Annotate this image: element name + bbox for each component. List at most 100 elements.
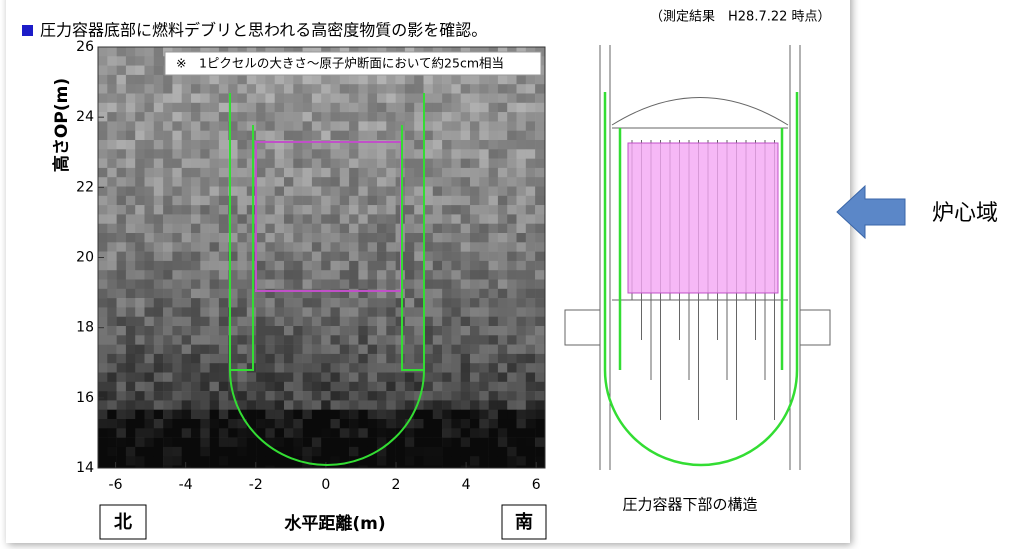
heat-cell xyxy=(442,353,452,364)
heat-cell xyxy=(367,316,378,327)
heat-cell xyxy=(172,344,182,355)
heat-cell xyxy=(321,84,331,94)
heat-cell xyxy=(246,177,257,187)
heat-cell xyxy=(414,419,424,429)
heat-cell xyxy=(535,158,545,169)
heat-cell xyxy=(535,195,545,206)
heat-cell xyxy=(507,260,517,271)
heat-cell xyxy=(246,363,257,373)
heat-cell xyxy=(209,363,220,373)
heat-cell xyxy=(302,353,313,364)
heat-cell xyxy=(442,93,452,104)
heat-cell xyxy=(367,326,378,336)
heat-cell xyxy=(339,372,350,383)
heat-cell xyxy=(451,121,461,131)
heat-cell xyxy=(339,167,350,178)
heat-cell xyxy=(256,242,266,252)
heat-cell xyxy=(135,326,145,336)
heat-cell xyxy=(479,288,489,299)
heat-cell xyxy=(302,428,313,438)
heat-cell xyxy=(265,74,275,85)
heat-cell xyxy=(144,372,155,383)
heat-cell xyxy=(135,121,145,131)
heat-cell xyxy=(507,400,517,410)
heat-cell xyxy=(367,214,378,224)
heat-cell xyxy=(479,363,489,373)
heat-cell xyxy=(293,260,303,271)
heat-cell xyxy=(470,205,480,215)
heat-cell xyxy=(414,446,424,457)
heat-cell xyxy=(163,186,173,197)
heat-cell xyxy=(367,177,378,187)
heat-cell xyxy=(107,167,117,178)
heat-cell xyxy=(116,372,127,383)
heat-cell xyxy=(237,158,248,169)
heat-cell xyxy=(237,428,248,438)
heat-cell xyxy=(367,363,378,373)
heat-cell xyxy=(256,84,266,94)
heat-cell xyxy=(311,446,322,457)
heat-cell xyxy=(535,437,545,448)
heat-cell xyxy=(237,437,248,448)
heat-cell xyxy=(414,242,424,252)
heat-cell xyxy=(367,260,378,271)
heat-cell xyxy=(144,316,155,327)
heat-cell xyxy=(386,381,396,392)
heat-cell xyxy=(367,391,378,401)
heat-cell xyxy=(470,353,480,364)
heat-cell xyxy=(218,335,229,345)
heat-cell xyxy=(209,316,220,327)
heat-cell xyxy=(181,167,192,178)
heat-cell xyxy=(367,279,378,290)
heat-cell xyxy=(144,446,155,457)
heat-cell xyxy=(125,158,136,169)
heat-cell xyxy=(377,177,387,187)
heat-cell xyxy=(339,260,350,271)
heat-cell xyxy=(321,400,331,410)
heat-cell xyxy=(432,242,443,252)
heat-cell xyxy=(507,214,517,224)
heat-cell xyxy=(135,409,145,420)
heat-cell xyxy=(470,177,480,187)
heat-cell xyxy=(163,158,173,169)
heat-cell xyxy=(367,298,378,308)
heat-cell xyxy=(218,177,229,187)
heat-cell xyxy=(293,400,303,410)
heat-cell xyxy=(125,298,136,308)
heat-cell xyxy=(172,149,182,159)
heat-cell xyxy=(163,409,173,420)
heat-cell xyxy=(302,465,313,469)
heat-cell xyxy=(395,288,406,299)
heat-cell xyxy=(321,121,331,131)
heat-cell xyxy=(432,251,443,262)
heat-cell xyxy=(209,381,220,392)
heat-cell xyxy=(135,288,145,299)
heat-cell xyxy=(125,140,136,150)
heat-cell xyxy=(339,465,350,469)
heat-cell xyxy=(395,381,406,392)
heat-cell xyxy=(125,381,136,392)
heat-cell xyxy=(191,437,201,448)
heat-cell xyxy=(497,121,508,131)
heat-cell xyxy=(497,288,508,299)
heat-cell xyxy=(358,149,368,159)
heat-cell xyxy=(414,130,424,141)
heat-cell xyxy=(125,326,136,336)
heat-cell xyxy=(153,279,164,290)
heat-cell xyxy=(116,158,127,169)
heat-cell xyxy=(274,400,285,410)
heat-cell xyxy=(107,130,117,141)
heat-cell xyxy=(497,409,508,420)
heat-cell xyxy=(209,419,220,429)
heat-cell xyxy=(135,205,145,215)
heat-cell xyxy=(181,158,192,169)
heat-cell xyxy=(191,446,201,457)
heat-cell xyxy=(209,140,220,150)
heat-cell xyxy=(172,140,182,150)
heat-cell xyxy=(284,381,294,392)
heat-cell xyxy=(404,419,415,429)
heat-cell xyxy=(358,84,368,94)
heat-cell xyxy=(330,130,341,141)
heat-cell xyxy=(293,112,303,122)
heat-cell xyxy=(479,74,489,85)
